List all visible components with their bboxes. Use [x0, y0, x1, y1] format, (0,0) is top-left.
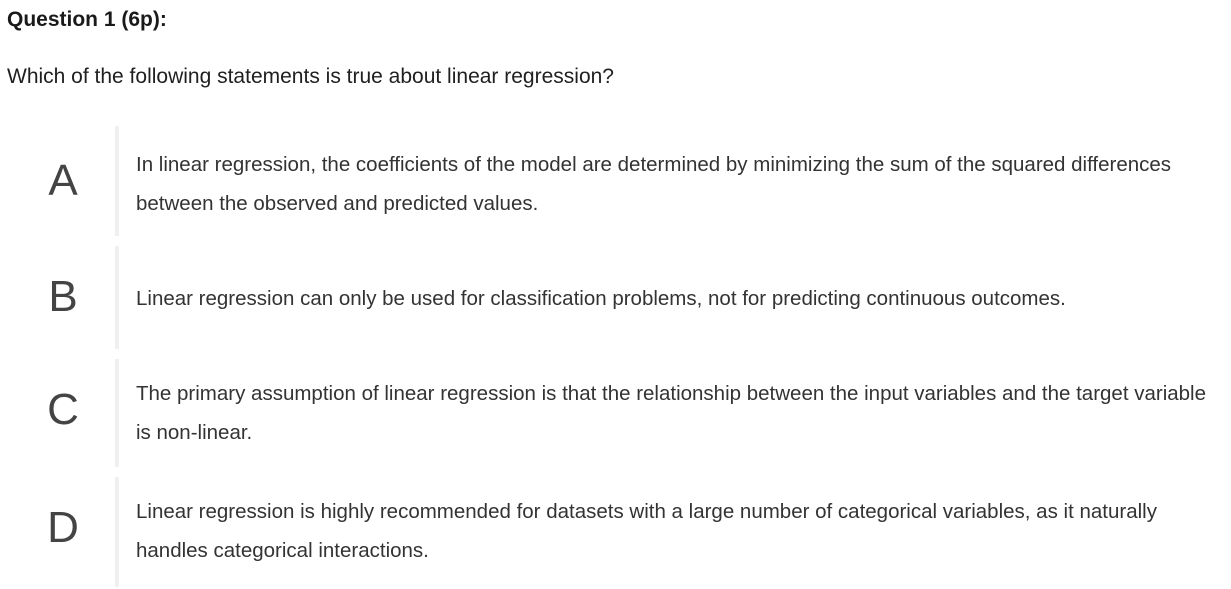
option-letter: B [48, 272, 78, 321]
option-divider [115, 126, 119, 236]
option-letter: C [47, 385, 79, 434]
option-c[interactable]: C The primary assumption of linear regre… [0, 359, 1231, 467]
question-text: Which of the following statements is tru… [7, 65, 614, 88]
option-text: Linear regression can only be used for c… [136, 287, 1066, 310]
option-text: Linear regression is highly recommended … [136, 500, 1157, 562]
option-d[interactable]: D Linear regression is highly recommende… [0, 477, 1231, 587]
answer-options: A In linear regression, the coefficients… [0, 126, 1231, 587]
option-letter: D [47, 503, 79, 552]
option-divider [115, 359, 119, 467]
option-a[interactable]: A In linear regression, the coefficients… [0, 126, 1231, 236]
option-b[interactable]: B Linear regression can only be used for… [0, 246, 1231, 349]
option-divider [115, 477, 119, 587]
option-letter: A [48, 156, 78, 205]
option-text: The primary assumption of linear regress… [136, 382, 1207, 444]
option-divider [115, 246, 119, 349]
option-text: In linear regression, the coefficients o… [136, 153, 1172, 215]
question-title: Question 1 (6p): [7, 8, 167, 31]
